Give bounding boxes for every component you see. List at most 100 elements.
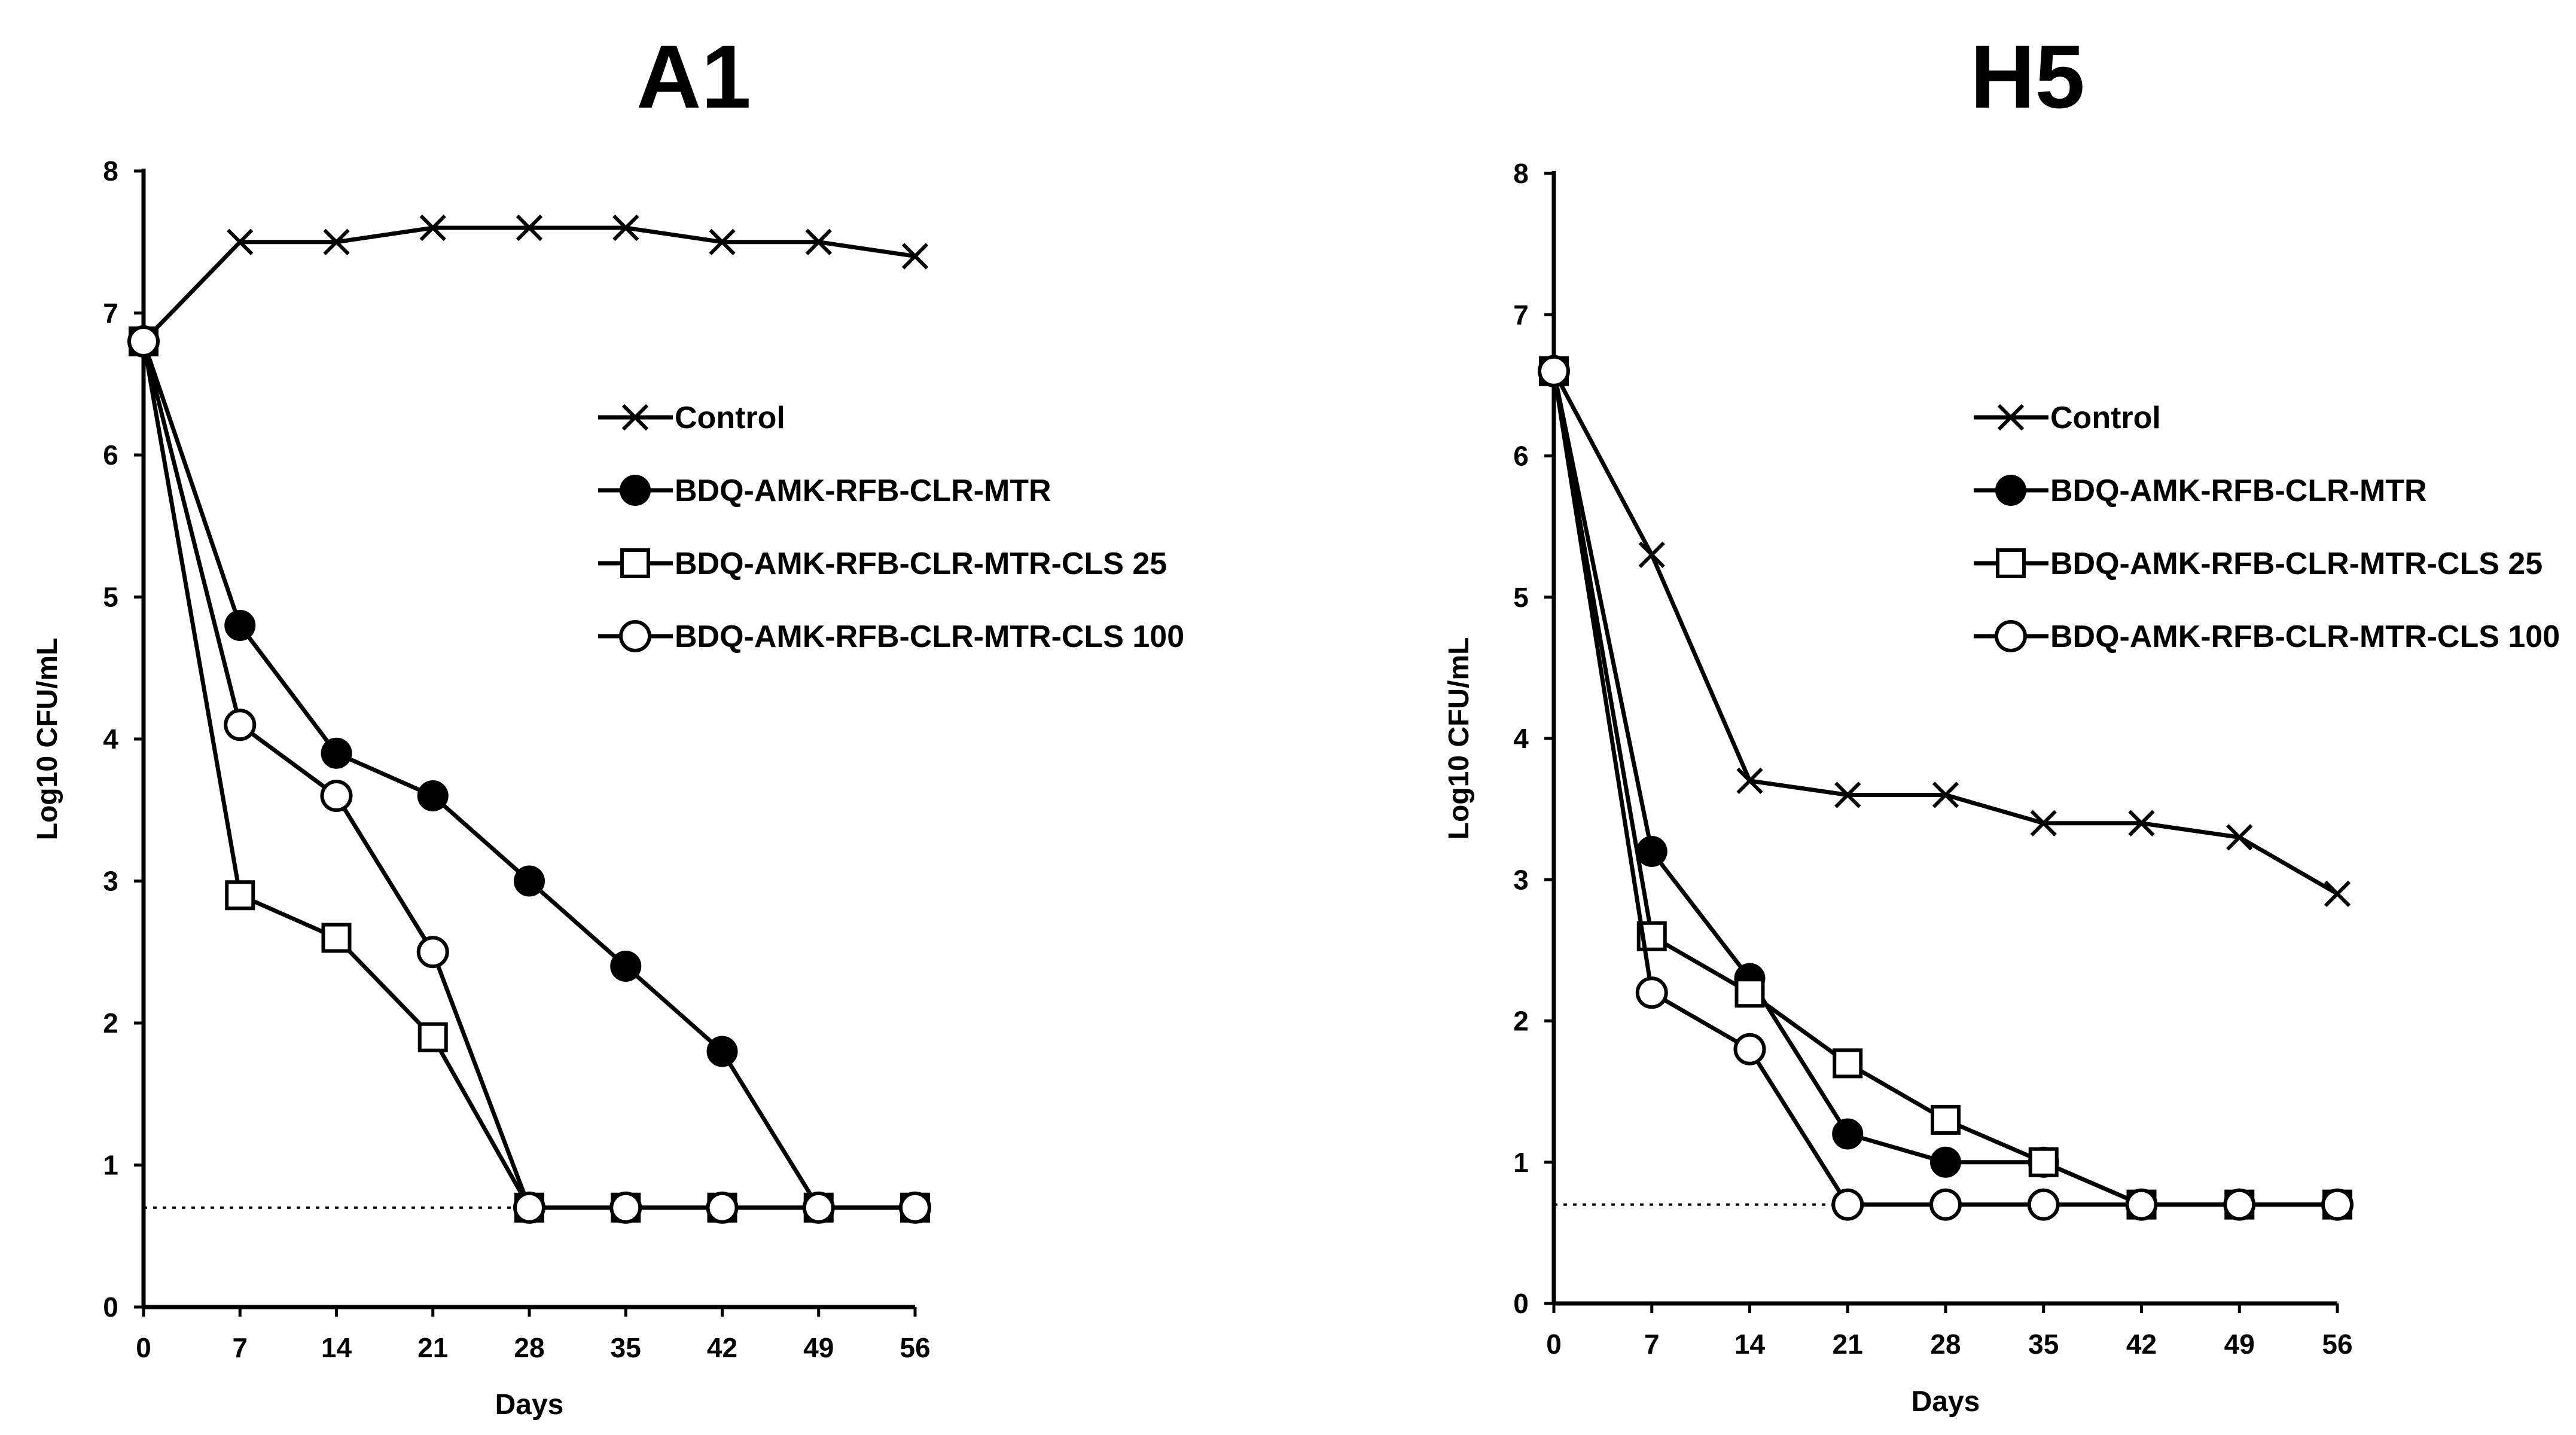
data-point — [416, 936, 449, 969]
y-axis-label: Log10 CFU/mL — [1443, 637, 1475, 840]
data-point-stroke-b — [2128, 810, 2155, 836]
x-tick-label: 35 — [611, 1332, 641, 1363]
data-point — [706, 1191, 739, 1224]
y-tick-label: 8 — [1513, 158, 1529, 189]
y-tick-label: 7 — [103, 298, 118, 329]
data-point — [1929, 1188, 1962, 1221]
y-tick-label: 8 — [103, 155, 118, 187]
data-point — [224, 709, 257, 741]
data-point — [513, 1191, 545, 1224]
data-point — [1733, 1033, 1766, 1065]
data-point-stroke-b — [323, 228, 350, 255]
data-point — [609, 1191, 642, 1224]
legend-label: Control — [2050, 401, 2161, 435]
y-tick-label: 2 — [103, 1007, 118, 1039]
legend-item: Control — [1974, 401, 2161, 435]
legend-label: BDQ-AMK-RFB-CLR-MTR — [2050, 474, 2427, 508]
x-tick-label: 56 — [900, 1332, 930, 1363]
data-point-stroke-b — [227, 228, 254, 255]
x-tick-label: 0 — [1546, 1329, 1562, 1360]
x-tick-label: 14 — [321, 1332, 352, 1363]
data-point-stroke-b — [2030, 810, 2057, 836]
data-point-stroke-b — [516, 214, 543, 242]
data-point — [2324, 880, 2351, 907]
data-point — [1832, 1118, 1864, 1150]
x-tick-label: 49 — [803, 1332, 834, 1363]
legend-item: BDQ-AMK-RFB-CLR-MTR-CLS 100 — [1974, 619, 2560, 654]
legend-item: BDQ-AMK-RFB-CLR-MTR-CLS 25 — [1974, 546, 2543, 581]
y-tick-label: 4 — [103, 723, 118, 755]
series-open-circle — [127, 325, 931, 1224]
x-tick-label: 21 — [417, 1332, 448, 1363]
legend-marker-stroke-b — [621, 404, 649, 431]
series-line — [141, 341, 915, 1210]
legend-item: BDQ-AMK-RFB-CLR-MTR — [598, 474, 1051, 508]
y-tick-label: 6 — [103, 439, 118, 471]
series-x — [130, 214, 929, 355]
chart-title: H5 — [1970, 26, 2085, 127]
data-point — [1734, 978, 1765, 1008]
data-point-stroke-b — [901, 243, 929, 270]
data-point — [899, 1191, 931, 1224]
data-point — [1931, 1104, 1961, 1135]
legend-label: BDQ-AMK-RFB-CLR-MTR — [675, 474, 1051, 508]
data-point — [901, 243, 929, 270]
legend: Control BDQ-AMK-RFB-CLR-MTR BDQ-AMK-RFB-CL… — [1974, 401, 2560, 654]
data-point — [802, 1191, 835, 1224]
data-point — [1833, 1048, 1863, 1079]
x-tick-label: 14 — [1734, 1329, 1766, 1360]
legend-label: BDQ-AMK-RFB-CLR-MTR-CLS 25 — [2050, 546, 2543, 581]
legend-marker — [1995, 475, 2026, 506]
x-tick-label: 21 — [1833, 1329, 1863, 1360]
data-point-stroke-b — [1834, 781, 1861, 808]
legend-marker-stroke-b — [1997, 404, 2025, 431]
chart-title: A1 — [636, 26, 751, 127]
data-point — [706, 1036, 738, 1067]
y-tick-label: 4 — [1513, 723, 1529, 754]
x-tick-label: 56 — [2322, 1329, 2352, 1360]
legend-item: Control — [598, 401, 785, 435]
y-tick-label: 5 — [1513, 582, 1529, 613]
legend-item: BDQ-AMK-RFB-CLR-MTR — [1974, 474, 2427, 508]
data-point — [2128, 810, 2155, 836]
x-tick-label: 28 — [1930, 1329, 1961, 1360]
data-point — [1635, 976, 1668, 1009]
y-tick-label: 6 — [1513, 441, 1529, 472]
data-point — [417, 1022, 448, 1052]
data-point — [419, 214, 446, 242]
data-point — [227, 228, 254, 255]
data-point — [1538, 355, 1570, 387]
data-point — [2321, 1188, 2354, 1221]
data-point — [2226, 824, 2253, 851]
data-point — [323, 228, 350, 255]
legend-label: BDQ-AMK-RFB-CLR-MTR-CLS 100 — [675, 619, 1184, 654]
series-filled-circle — [128, 326, 931, 1223]
data-point-stroke-b — [612, 214, 639, 242]
legend-item: BDQ-AMK-RFB-CLR-MTR-CLS 100 — [598, 619, 1184, 654]
y-tick-label: 3 — [103, 866, 118, 897]
data-point — [516, 214, 543, 242]
data-point — [1930, 1146, 1961, 1178]
data-point — [417, 780, 449, 811]
y-tick-label: 1 — [1513, 1147, 1529, 1178]
data-point-stroke-b — [1638, 541, 1665, 568]
legend-marker — [620, 548, 650, 578]
legend-label: BDQ-AMK-RFB-CLR-MTR-CLS 100 — [2050, 619, 2560, 654]
data-point — [2027, 1188, 2060, 1221]
legend-label: Control — [675, 401, 785, 435]
legend-label: BDQ-AMK-RFB-CLR-MTR-CLS 25 — [675, 546, 1167, 581]
data-point — [2125, 1188, 2158, 1221]
legend-marker — [620, 475, 651, 506]
legend-marker — [621, 404, 649, 431]
data-point — [2223, 1188, 2256, 1221]
x-tick-label: 28 — [514, 1332, 544, 1363]
x-tick-label: 0 — [136, 1332, 151, 1363]
x-axis-label: Days — [1912, 1386, 1980, 1418]
y-tick-label: 0 — [103, 1292, 118, 1323]
data-point — [709, 228, 736, 255]
y-tick-label: 7 — [1513, 299, 1529, 330]
y-tick-label: 3 — [1513, 864, 1529, 895]
